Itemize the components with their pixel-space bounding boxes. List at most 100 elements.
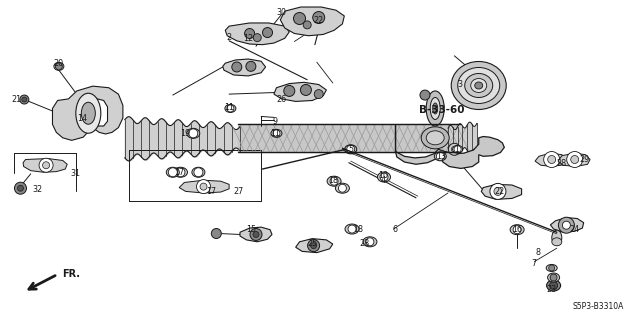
Text: 5: 5 bbox=[348, 145, 353, 154]
Ellipse shape bbox=[430, 98, 440, 119]
Circle shape bbox=[339, 184, 346, 192]
Circle shape bbox=[315, 17, 325, 27]
Ellipse shape bbox=[271, 129, 282, 137]
Circle shape bbox=[513, 226, 521, 234]
Ellipse shape bbox=[435, 152, 446, 161]
Circle shape bbox=[168, 168, 177, 177]
Ellipse shape bbox=[552, 230, 562, 245]
Text: 9: 9 bbox=[273, 117, 278, 126]
Ellipse shape bbox=[76, 93, 101, 133]
Circle shape bbox=[246, 61, 256, 71]
Ellipse shape bbox=[166, 167, 179, 177]
Text: 4: 4 bbox=[380, 176, 385, 185]
Circle shape bbox=[494, 187, 502, 196]
Ellipse shape bbox=[475, 82, 483, 89]
Circle shape bbox=[284, 85, 295, 96]
Ellipse shape bbox=[345, 145, 356, 154]
Circle shape bbox=[232, 62, 242, 72]
Ellipse shape bbox=[451, 62, 506, 109]
Circle shape bbox=[310, 243, 317, 249]
Ellipse shape bbox=[546, 264, 557, 271]
Text: 22: 22 bbox=[494, 187, 504, 196]
Circle shape bbox=[294, 12, 305, 25]
Circle shape bbox=[22, 97, 27, 102]
Ellipse shape bbox=[552, 238, 562, 246]
Ellipse shape bbox=[465, 73, 493, 98]
Text: 3: 3 bbox=[457, 80, 462, 89]
Text: B-33-60: B-33-60 bbox=[419, 105, 465, 115]
Circle shape bbox=[15, 182, 26, 194]
Text: 29: 29 bbox=[580, 155, 590, 164]
Polygon shape bbox=[550, 218, 584, 232]
Text: 10: 10 bbox=[378, 171, 388, 180]
Text: 23: 23 bbox=[547, 285, 557, 293]
Circle shape bbox=[189, 129, 198, 138]
Text: 17: 17 bbox=[174, 168, 184, 177]
Circle shape bbox=[567, 152, 583, 167]
Text: 26: 26 bbox=[276, 95, 287, 104]
Polygon shape bbox=[558, 153, 590, 167]
Ellipse shape bbox=[192, 167, 205, 177]
Circle shape bbox=[558, 217, 575, 233]
Ellipse shape bbox=[335, 183, 349, 193]
Ellipse shape bbox=[426, 91, 444, 126]
Polygon shape bbox=[481, 184, 522, 199]
Text: 30: 30 bbox=[276, 8, 287, 17]
Circle shape bbox=[366, 238, 374, 246]
Circle shape bbox=[43, 162, 49, 169]
Circle shape bbox=[420, 90, 430, 100]
Text: 11: 11 bbox=[270, 129, 280, 138]
Circle shape bbox=[253, 232, 259, 237]
Circle shape bbox=[449, 143, 460, 155]
Polygon shape bbox=[223, 59, 266, 76]
Circle shape bbox=[550, 281, 557, 290]
Circle shape bbox=[348, 225, 356, 233]
Ellipse shape bbox=[510, 225, 524, 235]
Circle shape bbox=[563, 221, 570, 229]
Text: 14: 14 bbox=[77, 114, 87, 122]
Circle shape bbox=[211, 228, 221, 239]
Text: 2: 2 bbox=[226, 33, 231, 42]
Polygon shape bbox=[225, 23, 289, 45]
Circle shape bbox=[490, 183, 506, 199]
Circle shape bbox=[300, 85, 312, 95]
Text: 7: 7 bbox=[531, 259, 536, 268]
Circle shape bbox=[543, 152, 559, 167]
Circle shape bbox=[436, 152, 444, 160]
Circle shape bbox=[548, 265, 555, 271]
Text: 21: 21 bbox=[11, 95, 21, 104]
Circle shape bbox=[20, 95, 29, 104]
Text: 28: 28 bbox=[557, 159, 567, 168]
Circle shape bbox=[56, 63, 62, 70]
Text: 25: 25 bbox=[307, 239, 317, 248]
Text: 11: 11 bbox=[224, 103, 234, 112]
Circle shape bbox=[262, 27, 273, 38]
Circle shape bbox=[17, 185, 24, 191]
Polygon shape bbox=[274, 82, 326, 101]
Polygon shape bbox=[535, 153, 567, 167]
Circle shape bbox=[454, 146, 461, 153]
Circle shape bbox=[380, 173, 388, 181]
Circle shape bbox=[253, 33, 261, 42]
Circle shape bbox=[571, 155, 579, 164]
Text: 31: 31 bbox=[70, 169, 81, 178]
Text: 28: 28 bbox=[360, 239, 370, 248]
Text: 18: 18 bbox=[353, 225, 364, 234]
Circle shape bbox=[303, 21, 311, 29]
Circle shape bbox=[194, 168, 203, 177]
Circle shape bbox=[314, 90, 323, 99]
Polygon shape bbox=[296, 239, 333, 253]
Circle shape bbox=[317, 19, 323, 24]
Circle shape bbox=[227, 105, 234, 112]
Text: 13: 13 bbox=[436, 152, 447, 161]
Circle shape bbox=[273, 130, 280, 137]
Ellipse shape bbox=[548, 273, 559, 282]
Text: 27: 27 bbox=[233, 187, 243, 196]
Circle shape bbox=[196, 180, 211, 194]
Polygon shape bbox=[240, 227, 272, 242]
Ellipse shape bbox=[327, 176, 341, 186]
Text: 8: 8 bbox=[535, 249, 540, 257]
Ellipse shape bbox=[426, 131, 444, 145]
Text: S5P3-B3310A: S5P3-B3310A bbox=[573, 302, 624, 311]
Ellipse shape bbox=[421, 127, 449, 149]
